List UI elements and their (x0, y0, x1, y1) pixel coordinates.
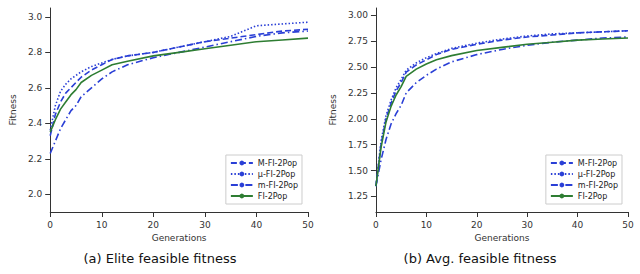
svg-text:(b) Avg. feasible fitness: (b) Avg. feasible fitness (404, 251, 557, 266)
svg-text:μ-FI-2Pop: μ-FI-2Pop (578, 170, 615, 179)
svg-text:M-FI-2Pop: M-FI-2Pop (578, 159, 617, 168)
svg-text:10: 10 (421, 220, 433, 230)
svg-text:2.25: 2.25 (348, 88, 368, 98)
svg-text:M-FI-2Pop: M-FI-2Pop (258, 159, 297, 168)
svg-text:Generations: Generations (475, 233, 530, 243)
svg-text:m-FI-2Pop: m-FI-2Pop (258, 181, 298, 190)
svg-text:2.50: 2.50 (348, 62, 368, 72)
svg-text:2.8: 2.8 (28, 47, 43, 57)
svg-text:(a) Elite feasible fitness: (a) Elite feasible fitness (84, 251, 237, 266)
svg-text:50: 50 (622, 220, 634, 230)
svg-text:0: 0 (373, 220, 379, 230)
svg-text:Fitness: Fitness (8, 94, 18, 125)
svg-text:20: 20 (148, 220, 160, 230)
svg-text:Generations: Generations (152, 233, 207, 243)
svg-text:50: 50 (302, 220, 314, 230)
svg-text:0: 0 (47, 220, 53, 230)
svg-text:30: 30 (199, 220, 211, 230)
svg-text:2.6: 2.6 (28, 83, 43, 93)
svg-text:FI-2Pop: FI-2Pop (258, 192, 287, 201)
svg-text:20: 20 (471, 220, 483, 230)
svg-text:1.75: 1.75 (348, 140, 368, 150)
svg-text:2.75: 2.75 (348, 36, 368, 46)
svg-text:1.25: 1.25 (348, 191, 368, 201)
svg-text:2.4: 2.4 (28, 118, 43, 128)
svg-text:2.2: 2.2 (28, 154, 42, 164)
svg-text:10: 10 (96, 220, 108, 230)
svg-text:30: 30 (521, 220, 533, 230)
svg-text:3.0: 3.0 (28, 12, 43, 22)
svg-text:40: 40 (572, 220, 584, 230)
svg-text:3.00: 3.00 (348, 10, 368, 20)
svg-text:2.00: 2.00 (348, 114, 368, 124)
svg-text:2.0: 2.0 (28, 189, 43, 199)
svg-text:FI-2Pop: FI-2Pop (578, 192, 607, 201)
svg-text:40: 40 (251, 220, 263, 230)
svg-text:m-FI-2Pop: m-FI-2Pop (578, 181, 618, 190)
svg-text:Fitness: Fitness (328, 94, 338, 125)
svg-text:1.50: 1.50 (348, 166, 368, 176)
svg-text:μ-FI-2Pop: μ-FI-2Pop (258, 170, 295, 179)
